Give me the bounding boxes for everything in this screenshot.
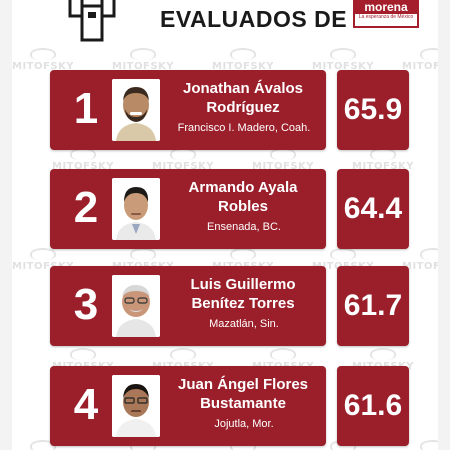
candidate-name-line2: Benítez Torres (191, 295, 295, 312)
candidate-name: Juan Ángel Flores Bustamante (168, 375, 318, 413)
party-logo: morena La esperanza de México (353, 0, 419, 28)
watermark-text: MITOFSKY (252, 148, 314, 172)
candidate-card: 2 Armando Ayala Robles Ensenada, BC. (50, 169, 326, 249)
score-value: 61.7 (337, 266, 409, 346)
candidate-name: Jonathan Ávalos Rodríguez (168, 79, 318, 117)
rank-number: 3 (73, 280, 99, 329)
rank-number: 1 (73, 84, 99, 133)
rank-number: 2 (73, 183, 99, 232)
candidate-location: Jojutla, Mor. (214, 418, 274, 430)
candidate-name: Luis Guillermo Benítez Torres (168, 275, 318, 313)
candidate-photo (112, 178, 160, 240)
ranking-row: 1 Jonathan Ávalos Rodríguez Francisco I.… (12, 70, 438, 150)
score-value: 61.6 (337, 366, 409, 446)
candidate-photo (112, 375, 160, 437)
candidate-name-line2: Robles (217, 198, 268, 215)
watermark-text: MITOFSKY (352, 148, 414, 172)
watermark-text: MITOFSKY (402, 48, 438, 72)
logo-text: morena (355, 0, 417, 14)
candidate-location: Ensenada, BC. (207, 221, 281, 233)
candidate-name-line2: Rodríguez (206, 99, 280, 116)
watermark-text: MITOFSKY (12, 248, 74, 272)
watermark-text: MITOFSKY (112, 48, 174, 72)
score-value: 65.9 (337, 70, 409, 150)
watermark-text: MITOFSKY (212, 48, 274, 72)
candidate-name-line2: Bustamante (200, 395, 286, 412)
ranking-row: 2 Armando Ayala Robles Ensenada, BC. 64.… (12, 169, 438, 249)
candidate-card: 4 Juan Ángel Flores Bustamante Jojutla, … (50, 366, 326, 446)
logo-tagline: La esperanza de México (358, 14, 414, 20)
candidate-location: Francisco I. Madero, Coah. (177, 122, 311, 134)
watermark-text: MITOFSKY (52, 148, 114, 172)
watermark-text: MITOFSKY (12, 48, 74, 72)
ranking-row: 4 Juan Ángel Flores Bustamante Jojutla, … (12, 366, 438, 446)
page-title: EVALUADOS DE (160, 6, 348, 32)
ranking-row: 3 Luis Guillermo Benítez Torres Mazatlán… (12, 266, 438, 346)
candidate-location: Mazatlán, Sin. (209, 318, 279, 330)
watermark-text: MITOFSKY (402, 248, 438, 272)
candidate-card: 1 Jonathan Ávalos Rodríguez Francisco I.… (50, 70, 326, 150)
infographic: MITOFSKY MITOFSKY MITOFSKY MITOFSKY MITOFSKY… (12, 0, 438, 450)
score-value: 64.4 (337, 169, 409, 249)
candidate-name-line1: Luis Guillermo (190, 276, 296, 293)
watermark-text: MITOFSKY (312, 48, 374, 72)
candidate-photo (112, 275, 160, 337)
watermark-text: MITOFSKY (152, 148, 214, 172)
rank-number: 4 (73, 380, 99, 429)
candidate-name-line1: Armando Ayala (188, 179, 298, 196)
candidate-card: 3 Luis Guillermo Benítez Torres Mazatlán… (50, 266, 326, 346)
candidate-name-line1: Jonathan Ávalos (182, 80, 304, 97)
candidate-name: Armando Ayala Robles (168, 178, 318, 216)
candidate-name-line1: Juan Ángel Flores (177, 376, 309, 393)
podium-icon (68, 0, 116, 42)
candidate-photo (112, 79, 160, 141)
